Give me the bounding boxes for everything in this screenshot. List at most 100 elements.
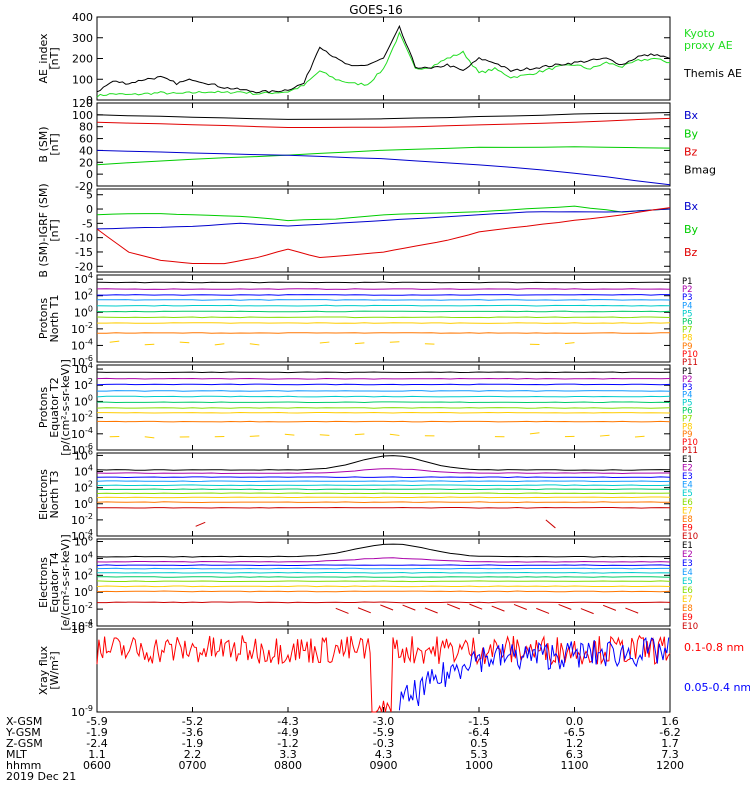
channel-line bbox=[97, 481, 670, 482]
channel-segment bbox=[546, 520, 556, 528]
channel-line bbox=[97, 565, 670, 566]
channel-segment bbox=[530, 433, 540, 434]
y-tick-label: 102 bbox=[74, 567, 93, 582]
channel-line bbox=[97, 413, 670, 414]
panel-frame bbox=[97, 629, 670, 712]
series-line bbox=[97, 150, 670, 184]
channel-line bbox=[97, 378, 670, 379]
y-tick-label: 10-2 bbox=[71, 410, 93, 425]
channel-line bbox=[97, 581, 670, 582]
channel-segment bbox=[380, 605, 393, 610]
y-tick-label: 104 bbox=[74, 550, 93, 565]
channel-line bbox=[97, 493, 670, 494]
channel-line bbox=[97, 586, 670, 587]
channel-segment bbox=[635, 436, 645, 437]
channel-line bbox=[97, 384, 670, 385]
y-tick-label: 100 bbox=[74, 496, 93, 511]
y-axis-label: [nT] bbox=[48, 219, 61, 241]
channel-line bbox=[97, 469, 670, 474]
channel-segment bbox=[196, 522, 206, 526]
channel-segment bbox=[358, 608, 371, 613]
y-tick-label: 100 bbox=[72, 73, 93, 86]
y-tick-label: 100 bbox=[74, 304, 93, 319]
series-line bbox=[97, 206, 670, 221]
channel-segment bbox=[355, 434, 365, 435]
channel-line bbox=[97, 323, 670, 324]
series-line bbox=[97, 147, 670, 165]
y-tick-label: 100 bbox=[72, 109, 93, 122]
y-tick-label: 10-8 bbox=[71, 621, 93, 636]
y-tick-label: 400 bbox=[72, 11, 93, 24]
channel-line bbox=[97, 508, 670, 509]
channel-line bbox=[97, 602, 670, 603]
channel-segment bbox=[215, 344, 225, 345]
panel-frame bbox=[97, 189, 670, 272]
channel-line bbox=[97, 311, 670, 312]
y-tick-label: 10-2 bbox=[71, 512, 93, 527]
channel-line bbox=[97, 502, 670, 503]
channel-line bbox=[97, 544, 670, 557]
legend-entry: Bx bbox=[684, 109, 699, 122]
y-tick-label: 20 bbox=[79, 156, 93, 169]
legend-entry: E10 bbox=[682, 622, 698, 632]
legend-entry: proxy AE bbox=[684, 39, 733, 52]
legend-entry: Themis AE bbox=[683, 67, 742, 80]
channel-line bbox=[97, 485, 670, 486]
channel-segment bbox=[625, 608, 638, 613]
channel-line bbox=[97, 577, 670, 578]
channel-line bbox=[97, 591, 670, 592]
channel-line bbox=[97, 333, 670, 334]
channel-line bbox=[97, 317, 670, 318]
channel-line bbox=[97, 421, 670, 422]
plot-title: GOES-16 bbox=[349, 3, 403, 17]
y-tick-label: 40 bbox=[79, 144, 93, 157]
x-axis-date: 2019 Dec 21 bbox=[6, 770, 76, 783]
xray-short-line bbox=[399, 638, 668, 711]
y-tick-label: 102 bbox=[74, 377, 93, 392]
y-tick-label: 10-4 bbox=[71, 426, 93, 441]
channel-line bbox=[97, 300, 670, 301]
channel-segment bbox=[145, 437, 155, 438]
y-tick-label: 100 bbox=[74, 393, 93, 408]
x-axis-value: 0600 bbox=[83, 759, 111, 772]
y-tick-label: 80 bbox=[79, 121, 93, 134]
legend-entry: By bbox=[684, 223, 699, 236]
legend-entry: Bz bbox=[684, 246, 698, 259]
channel-segment bbox=[320, 435, 330, 436]
y-tick-label: 300 bbox=[72, 32, 93, 45]
y-tick-label: 102 bbox=[74, 480, 93, 495]
series-line bbox=[97, 118, 670, 127]
panel-frame bbox=[97, 103, 670, 186]
x-axis-value: 0800 bbox=[274, 759, 302, 772]
panel-frame bbox=[97, 539, 670, 626]
y-tick-label: 100 bbox=[74, 584, 93, 599]
channel-line bbox=[97, 573, 670, 574]
y-axis-label: [e/(cm²-s-sr-keV)] bbox=[59, 534, 72, 630]
channel-line bbox=[97, 391, 670, 392]
legend-entry: 0.1-0.8 nm bbox=[684, 641, 744, 654]
channel-segment bbox=[600, 435, 610, 436]
channel-line bbox=[97, 402, 670, 403]
y-tick-label: -15 bbox=[75, 246, 93, 259]
y-tick-label: 102 bbox=[74, 288, 93, 303]
legend-entry: Bz bbox=[684, 145, 698, 158]
channel-segment bbox=[447, 604, 460, 609]
channel-segment bbox=[250, 344, 260, 345]
y-tick-label: 104 bbox=[74, 464, 93, 479]
series-line bbox=[97, 33, 670, 98]
y-tick-label: -10 bbox=[75, 232, 93, 245]
legend-entry: Bx bbox=[684, 200, 699, 213]
channel-line bbox=[97, 305, 670, 306]
xray-long-line bbox=[97, 635, 670, 712]
channel-segment bbox=[469, 604, 482, 609]
channel-line bbox=[97, 477, 670, 478]
